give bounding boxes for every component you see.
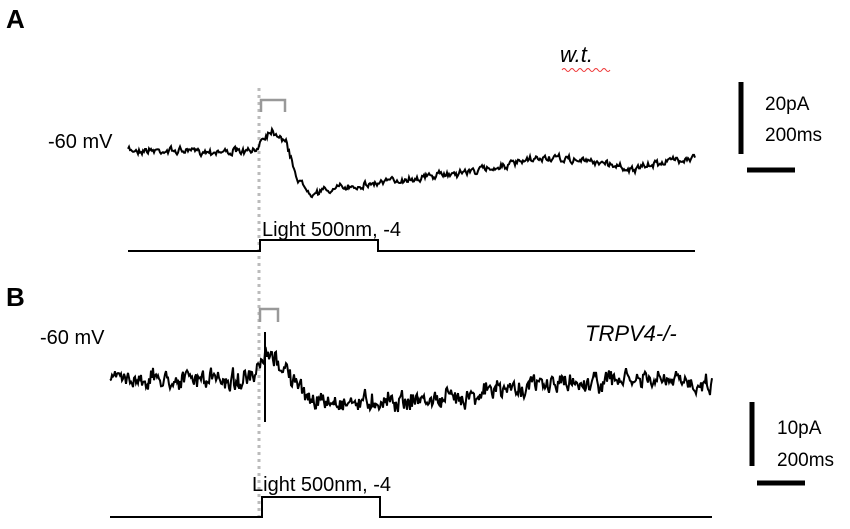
scale-time: 200ms xyxy=(765,125,822,146)
current-trace xyxy=(109,346,713,413)
scale-current: 10pA xyxy=(777,418,822,439)
bracket xyxy=(258,307,280,322)
genotype-label: TRPV4-/- xyxy=(585,321,677,346)
stimulus-trace xyxy=(128,239,695,252)
bracket xyxy=(259,98,287,112)
scale-current: 20pA xyxy=(765,94,810,115)
stimulus-label: Light 500nm, -4 xyxy=(262,219,401,241)
genotype-label: w.t. xyxy=(560,42,593,67)
panel-label: B xyxy=(6,282,25,312)
scale-time: 200ms xyxy=(777,450,834,471)
current-trace xyxy=(127,126,696,199)
panel-label: A xyxy=(6,4,25,34)
holding-potential: -60 mV xyxy=(48,131,113,153)
stimulus-trace xyxy=(110,496,712,518)
stimulus-label: Light 500nm, -4 xyxy=(252,474,391,496)
holding-potential: -60 mV xyxy=(40,327,105,349)
spell-underline xyxy=(561,68,611,72)
